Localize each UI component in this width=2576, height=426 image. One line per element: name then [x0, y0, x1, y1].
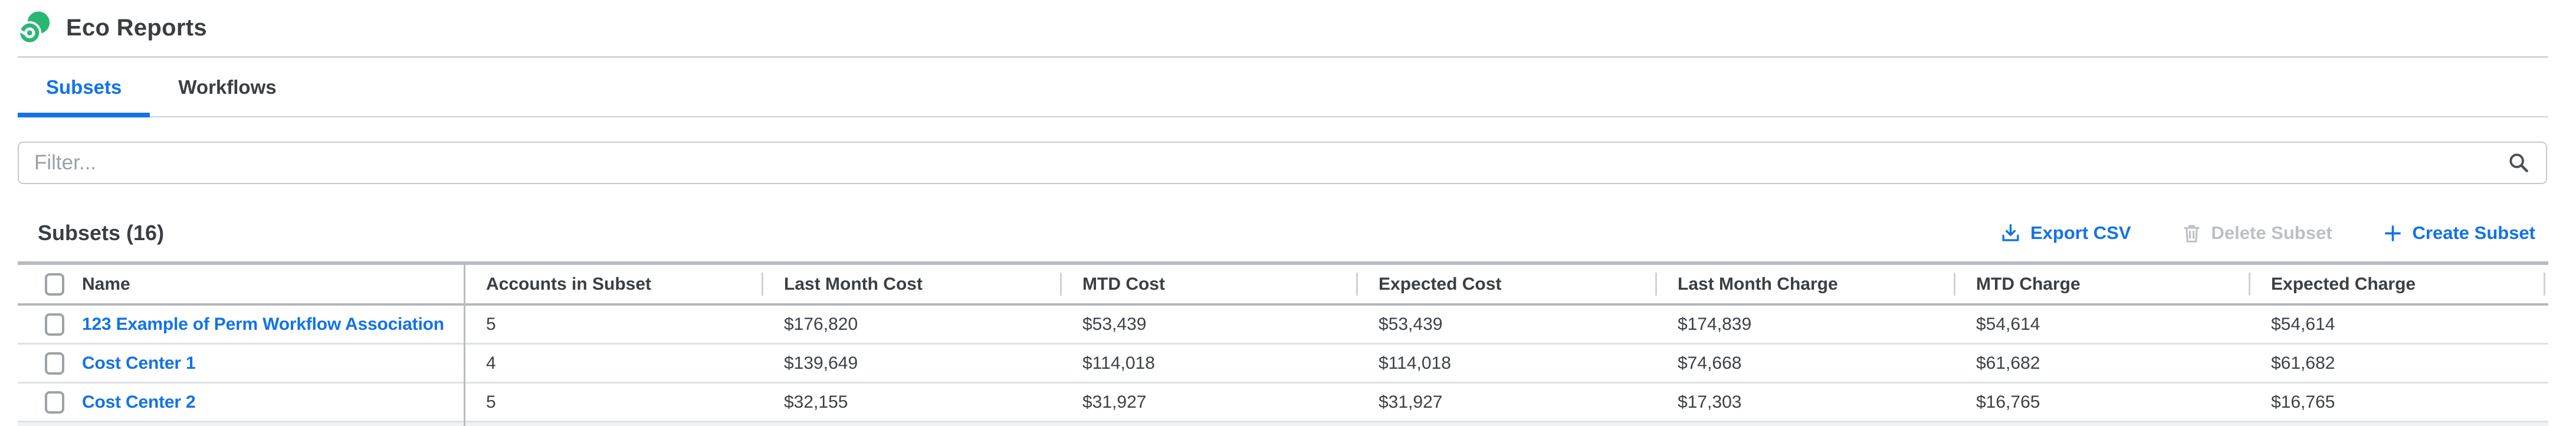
subset-name-link[interactable]: Cost Center 1	[82, 353, 196, 373]
filter-input[interactable]	[18, 142, 2547, 184]
page-title: Eco Reports	[66, 15, 207, 41]
accounts-in-subset-cell: 5	[486, 392, 496, 412]
table-row: 123 Example of Perm Workflow Association…	[18, 306, 2548, 345]
delete-subset-label: Delete Subset	[2211, 222, 2332, 243]
eco-reports-logo-icon	[18, 11, 50, 45]
column-header-last-month-charge: Last Month Charge	[1655, 265, 1954, 303]
subset-name-link[interactable]: Cost Center 2	[82, 392, 196, 412]
mtd-charge-cell: $16,765	[1976, 392, 2040, 412]
delete-subset-button[interactable]: Delete Subset	[2181, 222, 2332, 244]
last-month-charge-cell: $17,303	[1678, 392, 1742, 412]
expected-charge-cell: $61,682	[2271, 353, 2335, 373]
last-month-cost-cell: $139,649	[784, 353, 858, 373]
column-header-mtd-cost: MTD Cost	[1060, 265, 1356, 303]
name-cell: Cost Center 2	[18, 391, 464, 414]
export-csv-label: Export CSV	[2030, 222, 2131, 243]
search-icon	[2509, 153, 2528, 172]
plus-icon	[2384, 225, 2401, 241]
column-header-last-month-cost: Last Month Cost	[762, 265, 1060, 303]
name-cell: Cost Center 1	[18, 352, 464, 375]
accounts-in-subset-cell: 4	[486, 353, 496, 373]
accounts-in-subset-cell: 5	[486, 314, 496, 334]
row-checkbox[interactable]	[45, 391, 64, 414]
table-row: Cost Center 1 4 $139,649 $114,018 $114,0…	[18, 345, 2548, 384]
expected-cost-cell: $114,018	[1379, 353, 1451, 373]
expected-charge-cell: $16,765	[2271, 392, 2335, 412]
table-body: 123 Example of Perm Workflow Association…	[18, 306, 2548, 422]
table-bottom-strip	[18, 422, 2548, 426]
toolbar-actions: Export CSV Delete Subset Create Subset	[2000, 222, 2535, 244]
column-header-accounts-in-subset: Accounts in Subset	[486, 274, 652, 294]
mtd-cost-cell: $114,018	[1082, 353, 1155, 373]
mtd-charge-cell: $54,614	[1976, 314, 2040, 334]
expected-cost-cell: $31,927	[1379, 392, 1443, 412]
mtd-cost-cell: $31,927	[1082, 392, 1147, 412]
trash-icon	[2183, 224, 2200, 243]
table-header-row: Name Accounts in Subset Last Month Cost …	[18, 265, 2548, 306]
download-icon	[2002, 224, 2019, 241]
column-header-name: Name	[18, 265, 464, 303]
app-header: Eco Reports	[18, 0, 2548, 58]
select-all-checkbox[interactable]	[45, 273, 64, 296]
last-month-cost-cell: $176,820	[784, 314, 858, 334]
subsets-toolbar: Subsets (16) Export CSV Delete Subset Cr…	[18, 211, 2548, 255]
subset-name-link[interactable]: 123 Example of Perm Workflow Association	[82, 314, 444, 334]
last-month-cost-cell: $32,155	[784, 392, 848, 412]
filter-container	[18, 142, 2547, 184]
expected-cost-cell: $53,439	[1379, 314, 1443, 334]
column-header-expected-charge: Expected Charge	[2249, 265, 2548, 303]
create-subset-button[interactable]: Create Subset	[2382, 222, 2535, 244]
subsets-count-heading: Subsets (16)	[38, 221, 165, 245]
last-month-charge-cell: $74,668	[1678, 353, 1742, 373]
tab-bar: Subsets Workflows	[18, 58, 2548, 117]
expected-charge-cell: $54,614	[2271, 314, 2335, 334]
create-subset-label: Create Subset	[2412, 222, 2535, 243]
tab-workflows[interactable]: Workflows	[178, 76, 277, 98]
export-csv-button[interactable]: Export CSV	[2000, 222, 2131, 244]
mtd-charge-cell: $61,682	[1976, 353, 2040, 373]
name-cell: 123 Example of Perm Workflow Association	[18, 313, 464, 336]
column-header-name-label: Name	[82, 274, 130, 294]
subsets-table: Name Accounts in Subset Last Month Cost …	[18, 261, 2548, 426]
row-checkbox[interactable]	[45, 352, 64, 375]
tab-subsets[interactable]: Subsets	[18, 58, 150, 117]
row-checkbox[interactable]	[45, 313, 64, 336]
column-header-expected-cost: Expected Cost	[1356, 265, 1655, 303]
table-row: Cost Center 2 5 $32,155 $31,927 $31,927 …	[18, 384, 2548, 422]
name-column-divider	[464, 265, 465, 426]
last-month-charge-cell: $174,839	[1678, 314, 1752, 334]
column-header-mtd-charge: MTD Charge	[1954, 265, 2249, 303]
mtd-cost-cell: $53,439	[1082, 314, 1147, 334]
